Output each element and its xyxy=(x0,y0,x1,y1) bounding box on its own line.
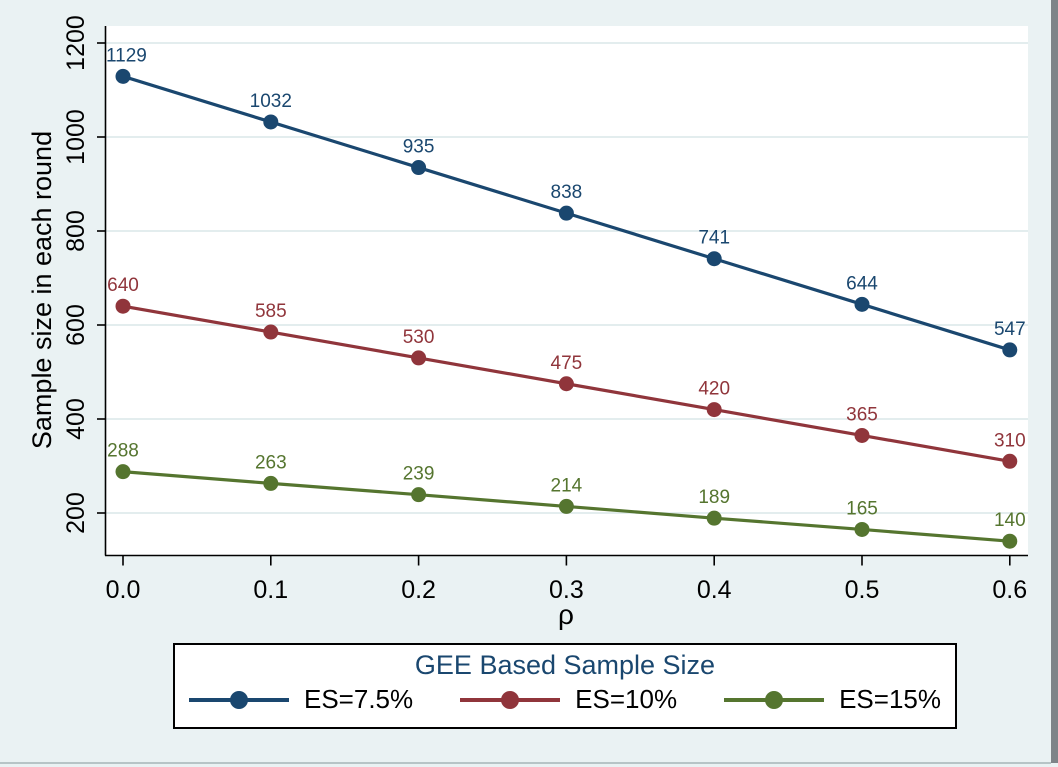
data-point-label: 475 xyxy=(551,353,583,374)
x-tick-label: 0.2 xyxy=(401,576,436,604)
legend-label: ES=10% xyxy=(575,684,678,714)
y-tick-label: 800 xyxy=(62,210,90,252)
data-point xyxy=(854,521,870,537)
data-point-label: 547 xyxy=(994,319,1026,340)
data-point xyxy=(558,498,574,514)
data-point xyxy=(1002,342,1018,358)
x-tick-label: 0.5 xyxy=(845,576,880,604)
legend-title: GEE Based Sample Size xyxy=(414,650,716,680)
data-point-label: 214 xyxy=(551,475,583,496)
y-axis-title: Sample size in each round xyxy=(27,130,57,450)
data-point-label: 640 xyxy=(107,275,139,296)
data-point-label: 1129 xyxy=(106,45,147,66)
data-point-label: 1032 xyxy=(250,91,292,112)
data-point-label: 420 xyxy=(698,379,730,400)
y-tick-label: 400 xyxy=(62,398,90,440)
data-point xyxy=(558,376,574,392)
data-point xyxy=(263,324,279,340)
data-point xyxy=(115,68,131,84)
data-point xyxy=(411,350,427,366)
data-point-label: 310 xyxy=(994,430,1026,451)
series-es-7.5-: 1129 1032 935 838 741 644 547 xyxy=(106,45,1026,358)
data-point-label: 288 xyxy=(107,441,139,462)
data-point-label: 530 xyxy=(403,327,435,348)
x-tick-label: 0.6 xyxy=(992,576,1027,604)
data-point xyxy=(706,402,722,418)
y-tick-label: 1000 xyxy=(62,109,90,165)
series-es-15-: 288 263 239 214 189 165 140 xyxy=(107,441,1026,549)
data-point-label: 189 xyxy=(698,487,730,508)
data-point xyxy=(1002,453,1018,469)
data-point-label: 585 xyxy=(255,301,287,322)
data-point-label: 644 xyxy=(846,273,878,294)
window-bottom-border xyxy=(0,762,1051,764)
y-tick-label: 600 xyxy=(62,304,90,346)
series-es-10-: 640 585 530 475 420 365 310 xyxy=(107,275,1026,469)
data-point xyxy=(1002,533,1018,549)
data-point xyxy=(854,296,870,312)
x-axis-title: ρ xyxy=(558,599,574,630)
data-point-label: 935 xyxy=(403,137,435,158)
data-point xyxy=(263,475,279,491)
data-point xyxy=(854,427,870,443)
data-point xyxy=(706,510,722,526)
data-point-label: 165 xyxy=(846,498,878,519)
data-point xyxy=(115,298,131,314)
data-point xyxy=(263,114,279,130)
data-point-label: 239 xyxy=(403,464,435,485)
legend-items: ES=7.5% ES=10% ES=15% xyxy=(175,684,955,715)
legend-marker-icon xyxy=(460,690,561,709)
data-point xyxy=(411,487,427,503)
data-point xyxy=(411,160,427,176)
data-point xyxy=(706,251,722,267)
legend-label: ES=7.5% xyxy=(304,684,414,714)
window-right-border xyxy=(1051,0,1058,763)
x-tick-label: 0.1 xyxy=(253,576,288,604)
plot-background xyxy=(105,26,1028,556)
legend-marker-icon xyxy=(724,690,825,709)
x-tick-label: 0.0 xyxy=(106,576,141,604)
legend-label: ES=15% xyxy=(839,684,941,714)
data-point xyxy=(115,464,131,480)
x-tick-label: 0.3 xyxy=(549,576,584,604)
legend-item-es-15-: ES=15% xyxy=(724,684,941,715)
y-tick-label: 1200 xyxy=(62,15,90,71)
data-point-label: 140 xyxy=(994,510,1026,531)
legend-item-es-7.5-: ES=7.5% xyxy=(189,684,413,715)
data-point-label: 365 xyxy=(846,404,878,425)
legend: GEE Based Sample Size ES=7.5% ES=10% ES=15… xyxy=(173,643,957,729)
legend-item-es-10-: ES=10% xyxy=(460,684,677,715)
data-point-label: 263 xyxy=(255,452,287,473)
y-tick-label: 200 xyxy=(62,492,90,534)
data-point xyxy=(558,205,574,221)
data-point-label: 741 xyxy=(698,228,730,249)
data-point-label: 838 xyxy=(551,182,583,203)
legend-marker-icon xyxy=(189,690,289,709)
x-tick-label: 0.4 xyxy=(697,576,732,604)
